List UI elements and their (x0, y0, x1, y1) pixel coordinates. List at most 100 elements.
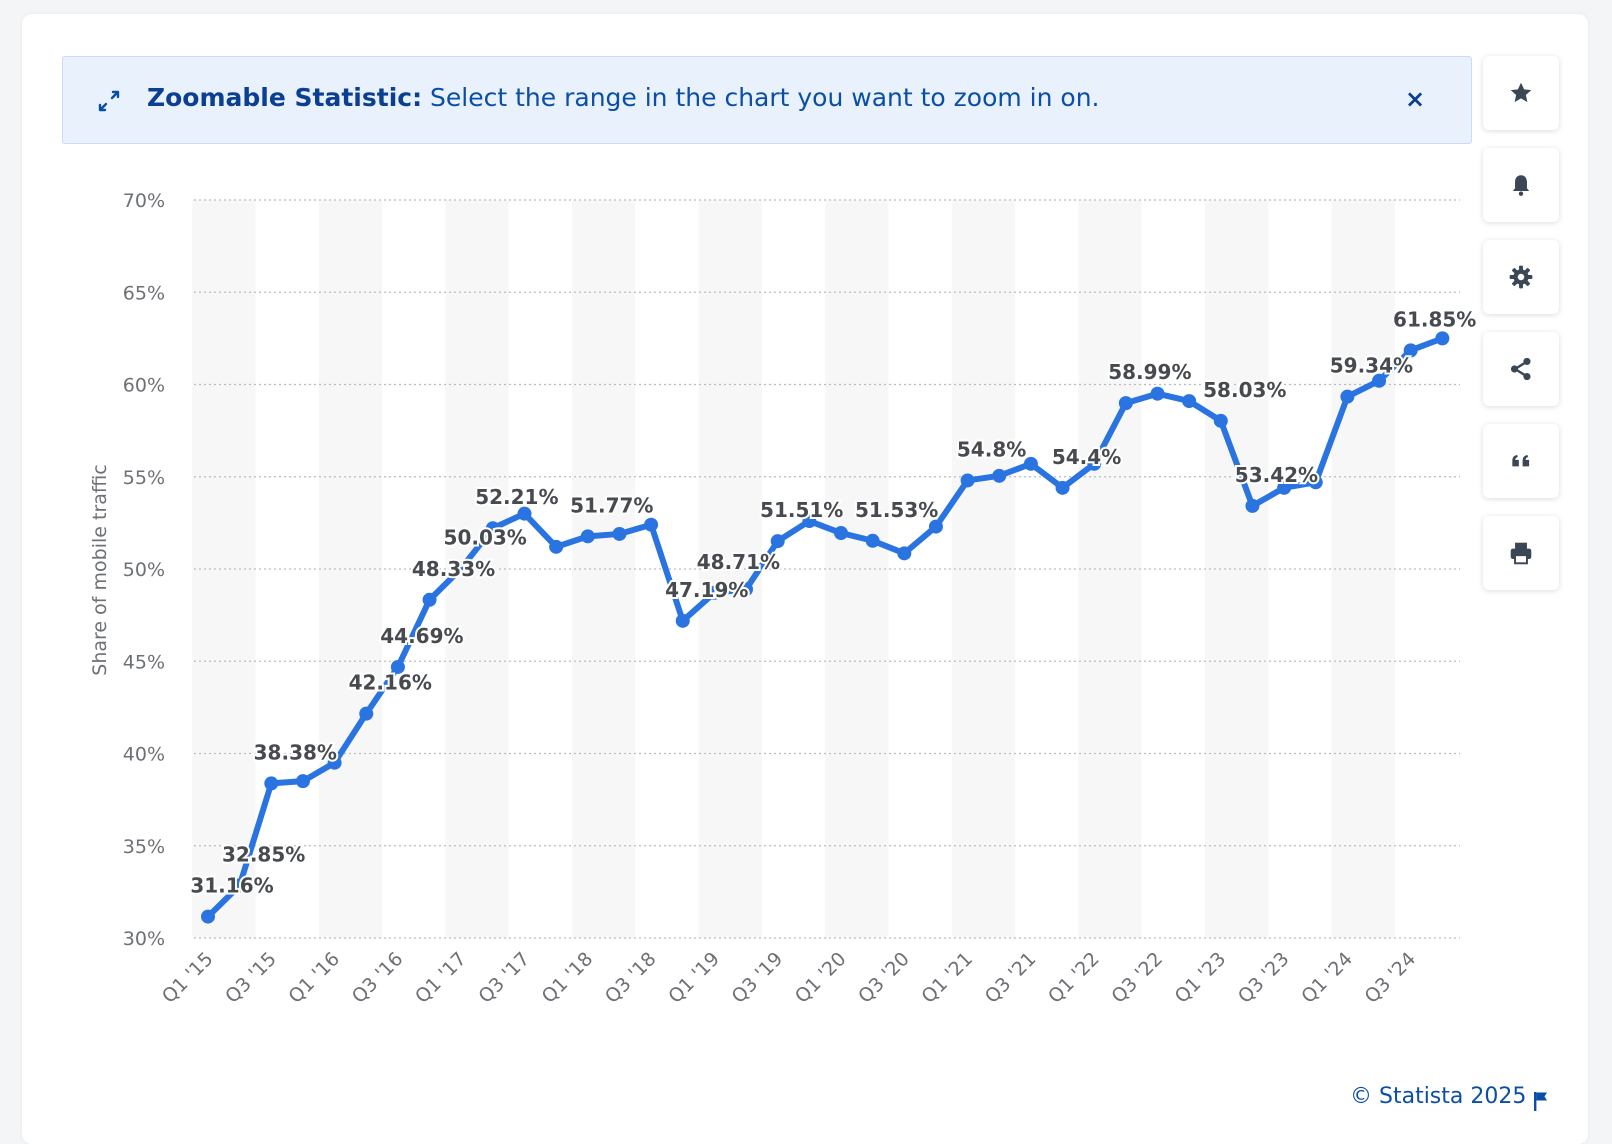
data-point[interactable] (1055, 480, 1070, 495)
data-point[interactable] (1245, 498, 1260, 513)
y-tick-label: 65% (123, 282, 165, 304)
x-tick-label: Q1 '19 (664, 948, 724, 1008)
data-point[interactable] (485, 521, 500, 536)
data-point[interactable] (802, 514, 817, 529)
data-point[interactable] (1023, 456, 1038, 471)
x-tick-label: Q1 '18 (538, 948, 598, 1008)
x-tick-label: Q3 '15 (221, 948, 281, 1008)
data-point[interactable] (580, 529, 595, 544)
chart-card (22, 14, 1588, 1144)
bookmark-button[interactable] (1483, 56, 1559, 130)
data-point[interactable] (1372, 373, 1387, 388)
cite-button[interactable] (1483, 424, 1559, 498)
x-tick-label: Q1 '23 (1171, 948, 1231, 1008)
data-point[interactable] (549, 539, 564, 554)
x-tick-label: Q3 '19 (727, 948, 787, 1008)
x-tick-label: Q3 '17 (474, 948, 534, 1008)
y-tick-label: 30% (123, 928, 165, 950)
data-label: 61.85% (1393, 307, 1476, 331)
series-line (205, 335, 1446, 920)
data-point[interactable] (1118, 396, 1133, 411)
data-label: 32.85% (222, 842, 305, 866)
x-tick-label: Q1 '20 (791, 948, 851, 1008)
data-point[interactable] (264, 776, 279, 791)
data-point[interactable] (1150, 386, 1165, 401)
data-label: 58.03% (1203, 378, 1286, 402)
data-point[interactable] (928, 519, 943, 534)
data-point[interactable] (295, 774, 310, 789)
data-point[interactable] (454, 561, 469, 576)
notification-button[interactable] (1483, 148, 1559, 222)
data-label: 48.71% (697, 550, 780, 574)
share-icon (1510, 357, 1531, 381)
x-tick-label: Q3 '21 (981, 948, 1041, 1008)
data-point[interactable] (1182, 394, 1197, 409)
data-label: 44.69% (380, 624, 463, 648)
print-icon (1510, 542, 1532, 565)
data-point[interactable] (865, 533, 880, 548)
banner-message: Select the range in the chart you want t… (430, 83, 1100, 112)
y-tick-label: 55% (123, 467, 165, 489)
data-point[interactable] (1277, 480, 1292, 495)
data-label: 31.16% (190, 874, 273, 898)
data-point[interactable] (1213, 413, 1228, 428)
data-label: 53.42% (1235, 463, 1318, 487)
y-tick-label: 35% (123, 836, 165, 858)
y-axis-label: Share of mobile traffic (89, 464, 111, 675)
x-tick-label: Q1 '16 (284, 948, 344, 1008)
data-point[interactable] (612, 526, 627, 541)
data-label: 47.19% (665, 578, 748, 602)
side-toolbar (1483, 56, 1559, 608)
data-point[interactable] (327, 755, 342, 770)
data-label: 59.34% (1330, 354, 1413, 378)
x-tick-label: Q1 '21 (917, 948, 977, 1008)
banner-title: Zoomable Statistic: (147, 83, 423, 112)
settings-button[interactable] (1483, 240, 1559, 314)
data-label: 58.99% (1108, 360, 1191, 384)
data-point[interactable] (707, 585, 722, 600)
x-tick-label: Q3 '24 (1360, 948, 1420, 1008)
data-point[interactable] (1403, 343, 1418, 358)
close-icon[interactable]: × (1404, 85, 1426, 113)
data-point[interactable] (897, 546, 912, 561)
data-point[interactable] (232, 878, 247, 893)
x-tick-label: Q1 '24 (1297, 948, 1357, 1008)
expand-arrows-icon (98, 90, 120, 112)
data-label: 51.53% (855, 498, 938, 522)
y-tick-label: 50% (123, 559, 165, 581)
data-label: 54.4% (1052, 445, 1121, 469)
star-icon (1510, 82, 1532, 103)
data-point[interactable] (390, 659, 405, 674)
data-point[interactable] (960, 473, 975, 488)
x-tick-label: Q1 '22 (1044, 948, 1104, 1008)
data-point[interactable] (770, 534, 785, 549)
x-tick-label: Q3 '16 (348, 948, 408, 1008)
data-point[interactable] (992, 468, 1007, 483)
x-tick-label: Q1 '17 (411, 948, 471, 1008)
data-label: 51.51% (760, 498, 843, 522)
share-button[interactable] (1483, 332, 1559, 406)
y-tick-label: 40% (123, 744, 165, 766)
y-tick-label: 45% (123, 651, 165, 673)
quote-icon (1512, 455, 1530, 467)
data-point[interactable] (1340, 389, 1355, 404)
flag-icon[interactable] (1532, 1090, 1550, 1112)
data-point[interactable] (675, 613, 690, 628)
data-point[interactable] (517, 506, 532, 521)
data-point[interactable] (739, 582, 754, 597)
data-label: 50.03% (444, 525, 527, 549)
data-point[interactable] (834, 526, 848, 541)
print-button[interactable] (1483, 516, 1559, 590)
data-label: 48.33% (412, 557, 495, 581)
copyright-link[interactable]: © Statista 2025 (1350, 1084, 1527, 1109)
gear-icon (1509, 265, 1533, 289)
data-point[interactable] (201, 909, 215, 924)
data-point[interactable] (359, 706, 374, 721)
data-label: 54.8% (957, 437, 1026, 461)
data-point[interactable] (1087, 456, 1102, 471)
data-point[interactable] (644, 517, 659, 532)
data-point[interactable] (422, 592, 437, 607)
data-point[interactable] (1308, 475, 1323, 490)
data-point[interactable] (1435, 331, 1450, 346)
